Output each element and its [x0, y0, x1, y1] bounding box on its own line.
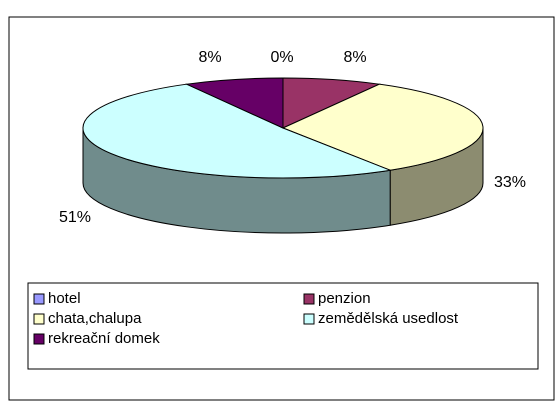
legend-swatch	[33, 293, 45, 305]
legend-label: chata,chalupa	[48, 310, 142, 327]
pie-slice	[282, 77, 382, 129]
data-label: 8%	[198, 49, 221, 66]
legend-swatch	[303, 313, 315, 325]
data-label: 33%	[494, 174, 526, 191]
legend-label: hotel	[48, 290, 81, 307]
legend-label: penzion	[318, 290, 371, 307]
pie-slice	[82, 83, 393, 179]
pie-slice	[184, 77, 284, 129]
data-label: 0%	[270, 49, 293, 66]
legend-swatch	[33, 313, 45, 325]
pie-slice	[281, 83, 484, 171]
data-label: 8%	[343, 49, 366, 66]
data-label: 51%	[59, 209, 91, 226]
legend-box	[27, 282, 539, 370]
legend-label: zemědělská usedlost	[318, 310, 459, 327]
legend-label: rekreační domek	[48, 330, 160, 347]
legend-swatch	[33, 333, 45, 345]
legend-swatch	[303, 293, 315, 305]
